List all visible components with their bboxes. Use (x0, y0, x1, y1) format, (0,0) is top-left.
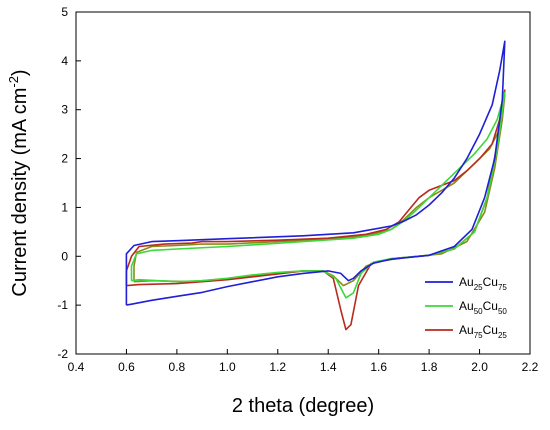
y-tick-label: 1 (61, 200, 68, 214)
legend-subscript: 50 (474, 307, 483, 316)
x-tick-label: 1.0 (219, 360, 236, 374)
y-tick-label: -1 (57, 298, 68, 312)
plot-area-frame (75, 11, 531, 355)
legend-element-symbol: Cu (483, 299, 498, 313)
legend-element-symbol: Au (459, 275, 474, 289)
x-tick-label: 0.8 (169, 360, 186, 374)
legend-label-au75cu25: Au75Cu25 (459, 323, 507, 340)
series-line-unlabeled-3 (133, 94, 506, 287)
y-axis-title: Current density (mA cm-2) (6, 69, 31, 296)
legend-subscript: 25 (474, 283, 483, 292)
y-axis-title-close: ) (9, 69, 31, 76)
x-tick-label: 1.4 (320, 360, 337, 374)
series-line-au50cu50 (130, 91, 506, 299)
y-axis-title-main: Current density (mA cm (9, 88, 31, 297)
x-tick-label: 2.2 (522, 360, 539, 374)
y-tick-label: -2 (57, 347, 68, 361)
series-layer (125, 40, 506, 331)
series-line-au75cu25 (125, 89, 506, 331)
y-axis: -2 -1 0 1 2 3 4 5 (57, 5, 81, 361)
legend-element-symbol: Au (459, 323, 474, 337)
y-tick-label: 2 (61, 152, 68, 166)
x-tick-label: 1.6 (370, 360, 387, 374)
legend-subscript: 25 (498, 331, 507, 340)
x-tick-label: 1.8 (421, 360, 438, 374)
legend-subscript: 75 (498, 283, 507, 292)
legend-label-au50cu50: Au50Cu50 (459, 299, 507, 316)
legend-element-symbol: Au (459, 299, 474, 313)
x-tick-label: 2.0 (471, 360, 488, 374)
series-line-au25cu75 (125, 40, 506, 306)
legend-subscript: 75 (474, 331, 483, 340)
legend-element-symbol: Cu (483, 323, 498, 337)
y-tick-label: 0 (61, 249, 68, 263)
x-tick-label: 0.4 (68, 360, 85, 374)
x-tick-label: 1.2 (269, 360, 286, 374)
legend-label-au25cu75: Au25Cu75 (459, 275, 507, 292)
x-axis-title: 2 theta (degree) (232, 395, 374, 417)
x-axis: 0.4 0.6 0.8 1.0 1.2 1.4 1.6 1.8 2.0 2.2 (68, 349, 539, 374)
y-tick-label: 5 (61, 5, 68, 19)
y-tick-label: 3 (61, 103, 68, 117)
y-tick-label: 4 (61, 54, 68, 68)
x-tick-label: 0.6 (118, 360, 135, 374)
y-axis-title-superscript: -2 (6, 76, 21, 88)
legend-subscript: 50 (498, 307, 507, 316)
legend-element-symbol: Cu (483, 275, 498, 289)
